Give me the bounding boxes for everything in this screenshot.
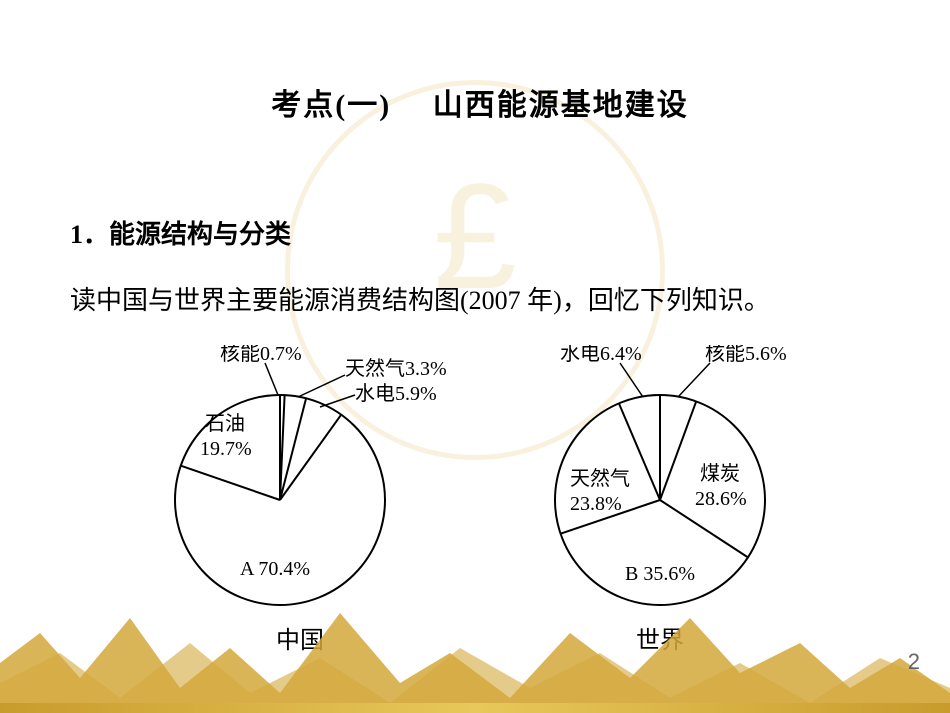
svg-text:水电5.9%: 水电5.9% (355, 382, 437, 405)
svg-text:石油: 石油 (205, 412, 245, 435)
svg-text:A 70.4%: A 70.4% (240, 558, 310, 580)
instruction-text: 读中国与世界主要能源消费结构图(2007 年)，回忆下列知识。 (70, 281, 890, 320)
svg-text:28.6%: 28.6% (695, 488, 747, 510)
svg-text:核能5.6%: 核能5.6% (705, 345, 787, 365)
main-title: 考点(一) 山西能源基地建设 (70, 80, 890, 124)
svg-text:23.8%: 23.8% (570, 493, 622, 515)
svg-text:核能0.7%: 核能0.7% (220, 345, 302, 365)
china-pie-chart: 核能0.7% 天然气3.3%水电5.9% 石油 19.7% A 70.4% (150, 345, 450, 615)
svg-text:天然气: 天然气 (570, 467, 630, 490)
world-pie-chart: 水电6.4% 核能5.6% 天然气 23.8% 煤炭 28.6% B 35.6% (510, 345, 810, 615)
svg-text:水电6.4%: 水电6.4% (560, 345, 642, 365)
bottom-gold-bar (0, 703, 950, 713)
svg-text:天然气3.3%: 天然气3.3% (345, 357, 447, 380)
svg-text:煤炭: 煤炭 (700, 462, 740, 485)
slide-content: 考点(一) 山西能源基地建设 1．能源结构与分类 读中国与世界主要能源消费结构图… (0, 0, 950, 655)
svg-text:B 35.6%: B 35.6% (625, 563, 695, 585)
section-heading: 1．能源结构与分类 (70, 214, 890, 251)
decorative-mountains (0, 603, 950, 713)
svg-text:19.7%: 19.7% (200, 438, 252, 460)
page-number: 2 (908, 649, 920, 675)
